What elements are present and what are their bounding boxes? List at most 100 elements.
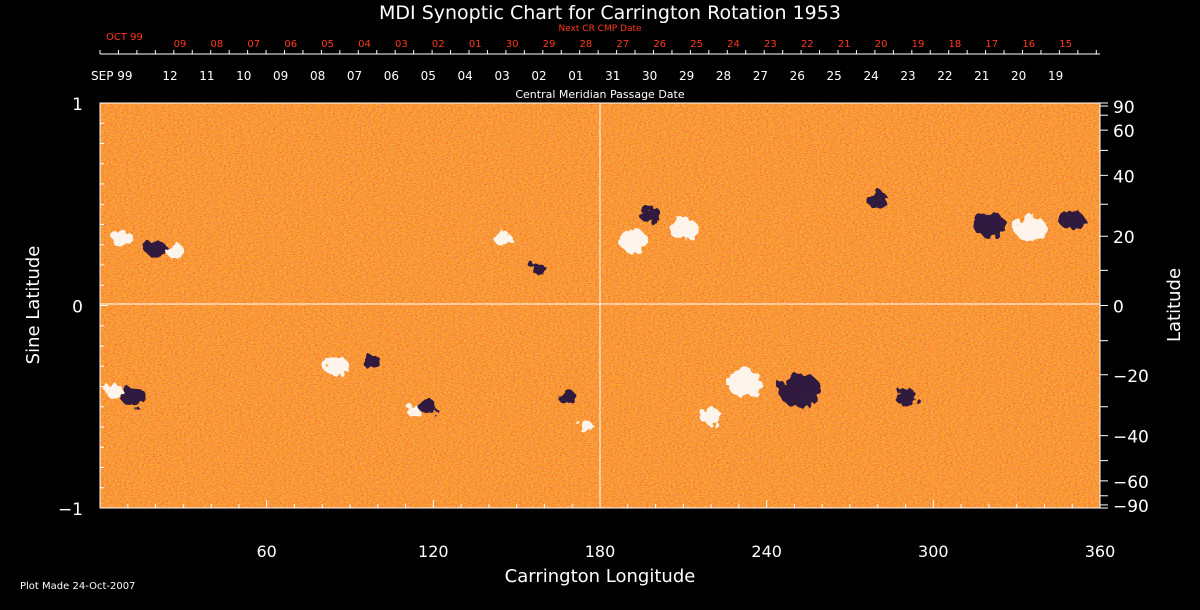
- chart-title: MDI Synoptic Chart for Carrington Rotati…: [379, 2, 841, 24]
- next-cr-date-label: 21: [838, 39, 851, 50]
- cmp-date-label: 06: [384, 69, 399, 83]
- cmp-date-label: 25: [827, 69, 842, 83]
- right-y-tick-label: −20: [1113, 367, 1149, 387]
- next-cr-date-label: 07: [247, 39, 260, 50]
- cmp-date-label: 23: [900, 69, 915, 83]
- negative-polarity-region: [1059, 210, 1085, 231]
- cmp-date-label: 11: [199, 69, 214, 83]
- negative-polarity-region: [639, 205, 661, 223]
- cmp-date-label: 19: [1048, 69, 1063, 83]
- cmp-date-label: 01: [568, 69, 583, 83]
- next-cr-date-label: 04: [358, 39, 371, 50]
- next-cr-date-label: 08: [211, 39, 224, 50]
- negative-polarity-region: [363, 355, 382, 370]
- x-tick-label: 60: [256, 542, 276, 561]
- cmp-date-label: 12: [162, 69, 177, 83]
- positive-polarity-region: [104, 383, 123, 398]
- right-y-tick-label: 40: [1113, 167, 1135, 187]
- cmp-date-label: 08: [310, 69, 325, 83]
- positive-polarity-region: [111, 230, 134, 248]
- plot-made-footer: Plot Made 24-Oct-2007: [20, 581, 135, 592]
- right-y-tick-label: −90: [1113, 497, 1149, 517]
- next-cr-date-label: 05: [321, 39, 334, 50]
- next-cr-date-label: 29: [543, 39, 556, 50]
- cmp-month: SEP 99: [91, 69, 133, 83]
- positive-polarity-region: [668, 217, 698, 240]
- next-cr-date-label: 09: [174, 39, 187, 50]
- cmp-date-label: 26: [790, 69, 805, 83]
- next-cr-date-label: 25: [690, 39, 703, 50]
- cmp-date-label: 31: [605, 69, 620, 83]
- cmp-date-label: 10: [236, 69, 251, 83]
- negative-polarity-region: [531, 263, 547, 275]
- cmp-date-label: 22: [937, 69, 952, 83]
- next-cr-date-label: 19: [912, 39, 925, 50]
- right-y-tick-label: 0: [1113, 298, 1124, 318]
- cmp-date-label: 20: [1011, 69, 1026, 83]
- right-y-tick-label: 20: [1113, 228, 1135, 248]
- next-cr-date-label: 27: [616, 39, 629, 50]
- next-cr-month: OCT 99: [106, 32, 143, 43]
- cmp-date-label: 21: [974, 69, 989, 83]
- cmp-date-label: 04: [458, 69, 473, 83]
- right-y-tick-label: 90: [1113, 98, 1135, 118]
- negative-polarity-region: [866, 191, 889, 209]
- left-y-tick-label: 0: [72, 298, 83, 318]
- x-tick-label: 360: [1085, 542, 1116, 561]
- cmp-axis-label: Central Meridian Passage Date: [515, 88, 684, 101]
- right-y-tick-label: 60: [1113, 122, 1135, 142]
- negative-polarity-region: [144, 240, 167, 258]
- positive-polarity-region: [323, 356, 349, 377]
- left-y-tick-label: −1: [58, 500, 83, 520]
- negative-polarity-region: [778, 373, 822, 408]
- x-axis-ticks: 60 120 180 240 300 360: [99, 500, 1116, 561]
- left-y-tick-label: 1: [72, 95, 83, 115]
- cmp-date-label: 09: [273, 69, 288, 83]
- cmp-date-label: 02: [531, 69, 546, 83]
- positive-polarity-region: [726, 368, 763, 397]
- x-tick-label: 180: [585, 542, 616, 561]
- cmp-date-label: 24: [863, 69, 878, 83]
- positive-polarity-region: [1014, 215, 1047, 242]
- magnetic-features: [104, 191, 1085, 433]
- cmp-date-labels: 12 11 10 09 08 07 06 05 04 03 02 01 31 30 29 28 27 26 25 24…: [162, 69, 1063, 83]
- cmp-date-label: 28: [716, 69, 731, 83]
- negative-polarity-region: [418, 399, 437, 414]
- next-cr-axis-label: Next CR CMP Date: [558, 24, 642, 34]
- next-cr-date-label: 15: [1059, 39, 1072, 50]
- left-y-axis-ticks: 1 0 −1: [58, 95, 108, 520]
- x-tick-label: 240: [751, 542, 782, 561]
- cmp-date-label: 05: [421, 69, 436, 83]
- right-y-axis-label: Latitude: [1164, 268, 1185, 342]
- positive-polarity-region: [618, 229, 648, 252]
- cmp-date-label: 27: [753, 69, 768, 83]
- next-cr-date-label: 23: [764, 39, 777, 50]
- positive-polarity-region: [406, 405, 422, 417]
- negative-polarity-region: [894, 388, 917, 406]
- cmp-date-label: 29: [679, 69, 694, 83]
- negative-polarity-region: [972, 211, 1006, 238]
- x-tick-label: 120: [418, 542, 449, 561]
- positive-polarity-region: [493, 231, 512, 246]
- negative-polarity-region: [120, 386, 147, 407]
- next-cr-date-label: 26: [653, 39, 666, 50]
- next-cr-date-label: 20: [875, 39, 888, 50]
- positive-polarity-region: [165, 243, 185, 258]
- next-cr-date-label: 24: [727, 39, 740, 50]
- negative-polarity-region: [557, 389, 576, 404]
- next-cr-date-label: 17: [985, 39, 998, 50]
- next-cr-date-label: 30: [506, 39, 519, 50]
- x-axis-label: Carrington Longitude: [505, 566, 696, 587]
- cmp-date-label: 03: [494, 69, 509, 83]
- next-cr-date-labels: 09 08 07 06 05 04 03 02 01 30 29 28 27 26 25 24 23 22 21 20…: [99, 39, 1097, 54]
- cmp-date-label: 30: [642, 69, 657, 83]
- next-cr-date-label: 16: [1022, 39, 1035, 50]
- next-cr-date-label: 02: [432, 39, 445, 50]
- positive-polarity-region: [578, 421, 594, 433]
- next-cr-date-label: 22: [801, 39, 814, 50]
- next-cr-date-label: 01: [469, 39, 482, 50]
- left-y-axis-label: Sine Latitude: [23, 246, 44, 365]
- cmp-date-label: 07: [347, 69, 362, 83]
- next-cr-date-label: 03: [395, 39, 408, 50]
